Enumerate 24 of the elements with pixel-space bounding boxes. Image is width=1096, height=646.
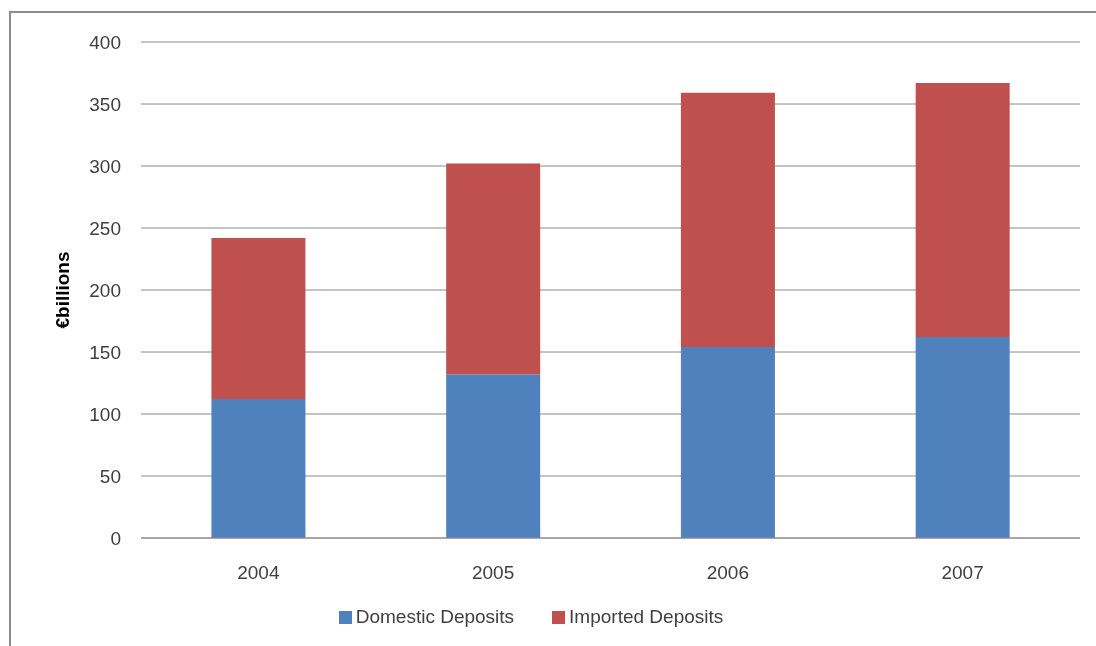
bar	[211, 399, 306, 538]
y-axis-title: €billions	[51, 251, 73, 329]
bar	[915, 82, 1010, 338]
y-tick-label: 50	[99, 465, 121, 487]
x-tick-label: 2004	[237, 562, 280, 584]
y-tick-label: 150	[89, 341, 121, 363]
bar	[915, 337, 1010, 538]
y-tick-label: 100	[89, 403, 121, 425]
x-tick-label: 2005	[471, 562, 515, 584]
legend-label: Imported Deposits	[569, 606, 724, 627]
y-tick-label: 250	[89, 217, 121, 239]
y-tick-label: 300	[89, 155, 121, 177]
legend-label: Domestic Deposits	[355, 606, 515, 627]
y-tick-label: 0	[110, 527, 121, 549]
bar	[446, 374, 541, 538]
bar	[446, 163, 541, 375]
x-tick-label: 2006	[706, 562, 750, 584]
bar	[680, 347, 775, 538]
bar	[211, 237, 306, 400]
y-tick-label: 200	[89, 279, 121, 301]
y-tick-label: 400	[89, 31, 121, 53]
y-tick-label: 350	[89, 93, 121, 115]
x-tick-label: 2007	[941, 562, 984, 584]
bar	[680, 92, 775, 348]
